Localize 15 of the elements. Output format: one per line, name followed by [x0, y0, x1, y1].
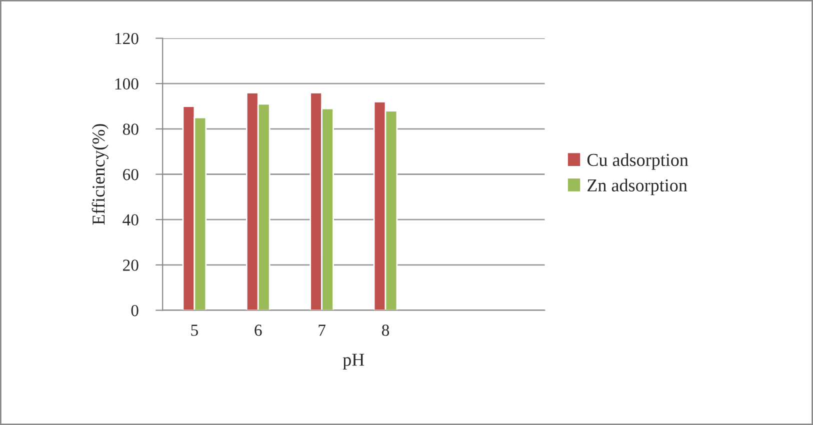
y-tick-label: 40 [122, 214, 138, 226]
x-tick-label: 8 [382, 324, 390, 336]
legend-label: Cu adsorption [587, 153, 688, 170]
y-tick-label: 60 [123, 168, 138, 180]
x-tick-label: 7 [318, 324, 326, 336]
y-tick-label: 80 [122, 124, 138, 135]
y-axis-title: Efficiency(%) [92, 124, 108, 225]
x-axis-title: pH [342, 354, 364, 370]
y-tick-label: 120 [115, 32, 138, 44]
x-tick-label: 6 [254, 324, 262, 336]
y-tick-label: 20 [123, 260, 138, 271]
legend-label: Zn adsorption [588, 178, 688, 196]
y-tick-label: 100 [115, 78, 138, 90]
x-tick-label: 5 [191, 324, 198, 336]
y-tick-label: 0 [131, 304, 138, 316]
